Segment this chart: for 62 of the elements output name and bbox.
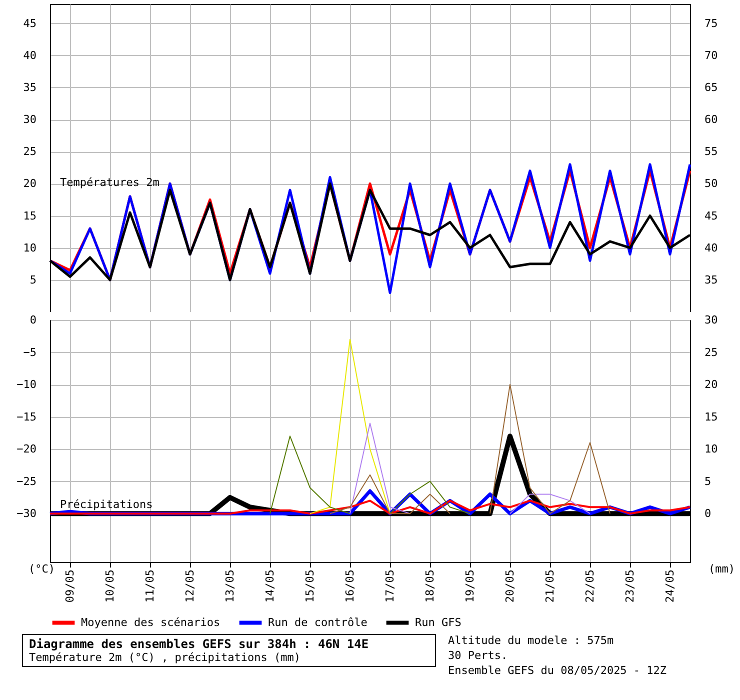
y-tick-label: −20 (16, 442, 36, 456)
y-tick-label: −25 (16, 474, 36, 488)
text: Altitude du modele : 575m (448, 634, 615, 647)
y-tick-label: 0 (30, 314, 36, 326)
x-tick-label: 16/05 (344, 570, 356, 603)
x-tick-label: 23/05 (624, 570, 636, 603)
x-tick-label: 19/05 (464, 570, 476, 603)
x-tick-label: 11/05 (144, 570, 156, 603)
legend-label: Run GFS (415, 616, 462, 629)
y-tick-label: −30 (16, 507, 36, 520)
legend-label: Moyenne des scénarios (81, 616, 220, 629)
x-tick-label: 15/05 (304, 570, 316, 603)
y-tick-label: 5 (30, 273, 36, 286)
y2-tick-label: 30 (704, 314, 718, 326)
y-tick-label: 40 (23, 48, 36, 62)
text: Diagramme des ensembles GEFS sur 384h : 46N 14E (29, 637, 370, 651)
y2-tick-label: 25 (704, 346, 718, 359)
y2-tick-label: 40 (704, 241, 718, 254)
x-tick-label: 22/05 (584, 570, 596, 603)
x-tick-label: 14/05 (264, 570, 276, 603)
x-tick-label: 09/05 (64, 570, 76, 603)
y-tick-label: 45 (23, 16, 36, 30)
x-tick-label: 12/05 (184, 570, 196, 603)
y-tick-label: −15 (16, 410, 36, 424)
y2-tick-label: 50 (704, 177, 718, 190)
y2-tick-label: 55 (704, 145, 718, 158)
y2-tick-label: 15 (704, 410, 718, 424)
y-tick-label: 30 (23, 113, 36, 126)
text: Ensemble GEFS du 08/05/2025 - 12Z (448, 664, 667, 677)
y-tick-label: 25 (23, 145, 36, 158)
x-tick-label: 24/05 (664, 570, 676, 603)
line-series (49, 500, 691, 515)
x-tick-label: 21/05 (544, 570, 556, 603)
x-tick-label: 20/05 (504, 570, 516, 603)
x-tick-label: 18/05 (424, 570, 436, 603)
annotation: Précipitations (60, 498, 153, 511)
text: Température 2m (°C) , précipitations (mm) (29, 651, 302, 664)
y2-tick-label: 10 (704, 442, 718, 456)
y2-axis-title: (mm) (708, 562, 735, 576)
legend-label: Run de contrôle (268, 616, 368, 629)
y2-tick-label: 45 (704, 209, 718, 222)
y2-tick-label: 5 (704, 474, 712, 488)
y-tick-label: 35 (23, 80, 36, 94)
y-tick-label: 10 (23, 241, 36, 254)
y2-tick-label: 20 (704, 378, 718, 392)
y2-tick-label: 75 (704, 16, 718, 30)
x-tick-label: 10/05 (104, 570, 116, 603)
annotation: Températures 2m (60, 176, 160, 189)
y2-tick-label: 60 (704, 113, 718, 126)
y2-tick-label: 35 (704, 273, 718, 286)
y2-tick-label: 0 (704, 507, 712, 520)
y-axis-title: (°C) (28, 562, 55, 576)
y-tick-label: 20 (23, 177, 36, 190)
x-tick-label: 17/05 (384, 570, 396, 603)
y-tick-label: 15 (23, 209, 36, 222)
y2-tick-label: 70 (704, 48, 718, 62)
x-tick-label: 13/05 (224, 570, 236, 603)
text: 30 Perts. (448, 649, 509, 662)
y2-tick-label: 65 (704, 80, 718, 94)
line-series (310, 338, 390, 514)
y-tick-label: −10 (16, 378, 36, 392)
y-tick-label: −5 (23, 346, 36, 359)
